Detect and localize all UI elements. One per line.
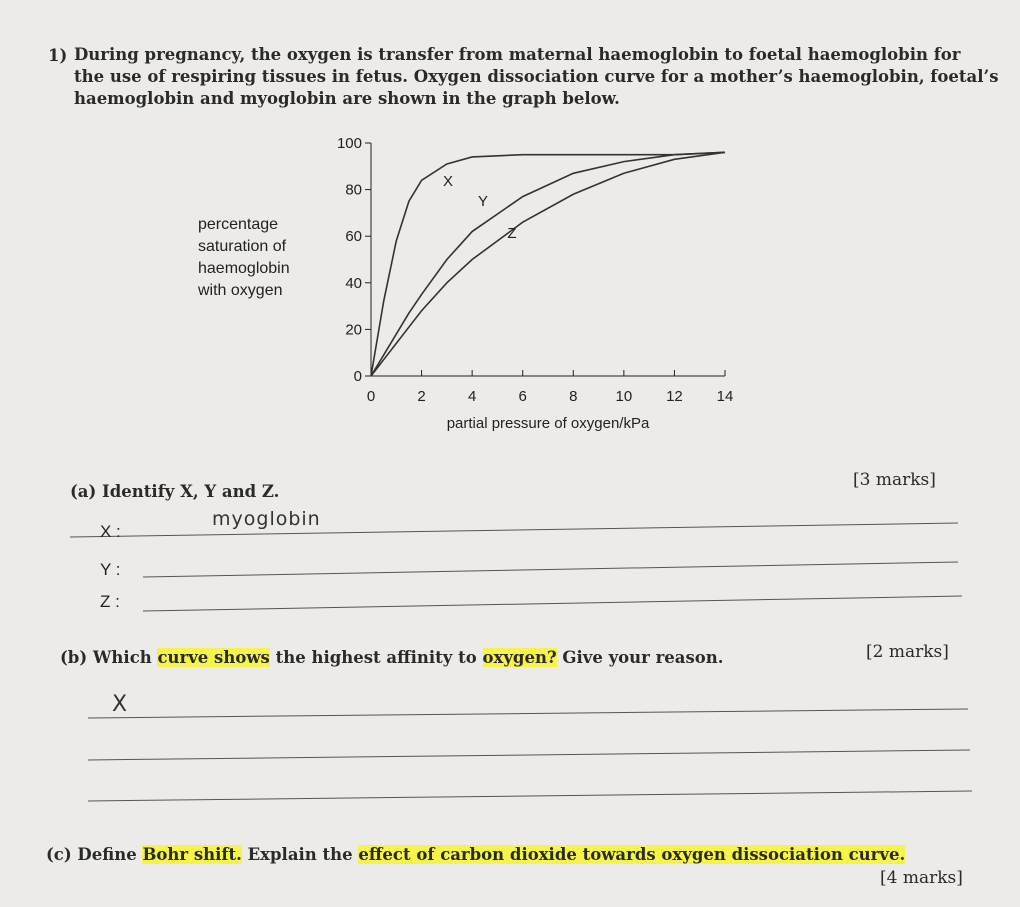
y-tick-label: 80	[345, 182, 362, 199]
item-label: X :	[100, 522, 121, 541]
x-tick-label: 12	[666, 388, 683, 405]
part-b-question: (b) Which curve shows the highest affini…	[60, 648, 724, 667]
x-axis-label: partial pressure of oxygen/kPa	[447, 415, 650, 432]
answer-line	[142, 561, 959, 578]
curve-label: X	[443, 173, 453, 190]
answer-line	[69, 522, 959, 538]
question-segment: the highest affinity to	[269, 648, 483, 667]
handwritten-answer: X	[112, 692, 129, 717]
curve-label: Y	[478, 193, 488, 210]
y-label-line: saturation of	[198, 238, 287, 255]
answer-line	[87, 708, 969, 719]
curve	[370, 151, 726, 377]
intro: During pregnancy, the oxygen is transfer…	[74, 44, 999, 110]
question-segment: curve shows	[157, 648, 270, 667]
answer-line	[87, 749, 971, 761]
question-number: 1)	[48, 46, 68, 65]
y-tick-label: 0	[354, 368, 362, 385]
question-segment: oxygen?	[482, 648, 557, 667]
question-segment: (c) Define	[46, 845, 143, 864]
x-tick-label: 2	[417, 388, 425, 405]
item-label: Z :	[100, 592, 120, 611]
part-a-question: (a) Identify X, Y and Z.	[70, 482, 280, 501]
answer-line	[142, 595, 963, 612]
question-segment: Give your reason.	[556, 648, 724, 667]
y-tick-label: 20	[345, 321, 362, 338]
x-tick-label: 8	[569, 388, 577, 405]
x-tick-label: 14	[717, 388, 734, 405]
intro-line: During pregnancy, the oxygen is transfer…	[74, 45, 961, 64]
part-c-question: (c) Define Bohr shift. Explain the effec…	[46, 845, 906, 864]
x-tick-label: 10	[616, 388, 633, 405]
x-tick-label: 4	[468, 388, 476, 405]
x-tick-label: 0	[367, 388, 375, 405]
answer-line	[87, 790, 973, 802]
intro-line: haemoglobin and myoglobin are shown in t…	[74, 89, 620, 108]
y-tick-label: 100	[337, 135, 362, 152]
y-label-line: with oxygen	[198, 282, 283, 299]
part-c-marks: [4 marks]	[880, 868, 963, 888]
question-segment: Bohr shift.	[142, 845, 242, 864]
y-label-line: percentage	[198, 216, 279, 233]
handwritten-answer: myoglobin	[212, 508, 321, 530]
part-a-marks: [3 marks]	[853, 470, 936, 490]
y-tick-label: 40	[345, 275, 362, 292]
intro-line: the use of respiring tissues in fetus. O…	[74, 67, 999, 86]
item-label: Y :	[100, 560, 121, 579]
y-axis-label: percentage saturation of haemoglobin wit…	[198, 214, 290, 302]
curve	[370, 151, 726, 377]
part-b-marks: [2 marks]	[866, 642, 949, 662]
y-tick-label: 60	[345, 228, 362, 245]
y-label-line: haemoglobin	[198, 260, 290, 277]
curve	[370, 151, 726, 377]
question-segment: Explain the	[241, 845, 359, 864]
question-segment: effect of carbon dioxide towards oxygen …	[358, 845, 906, 864]
x-tick-label: 6	[519, 388, 527, 405]
question-segment: (b) Which	[60, 648, 158, 667]
curve-label: Z	[507, 225, 516, 242]
